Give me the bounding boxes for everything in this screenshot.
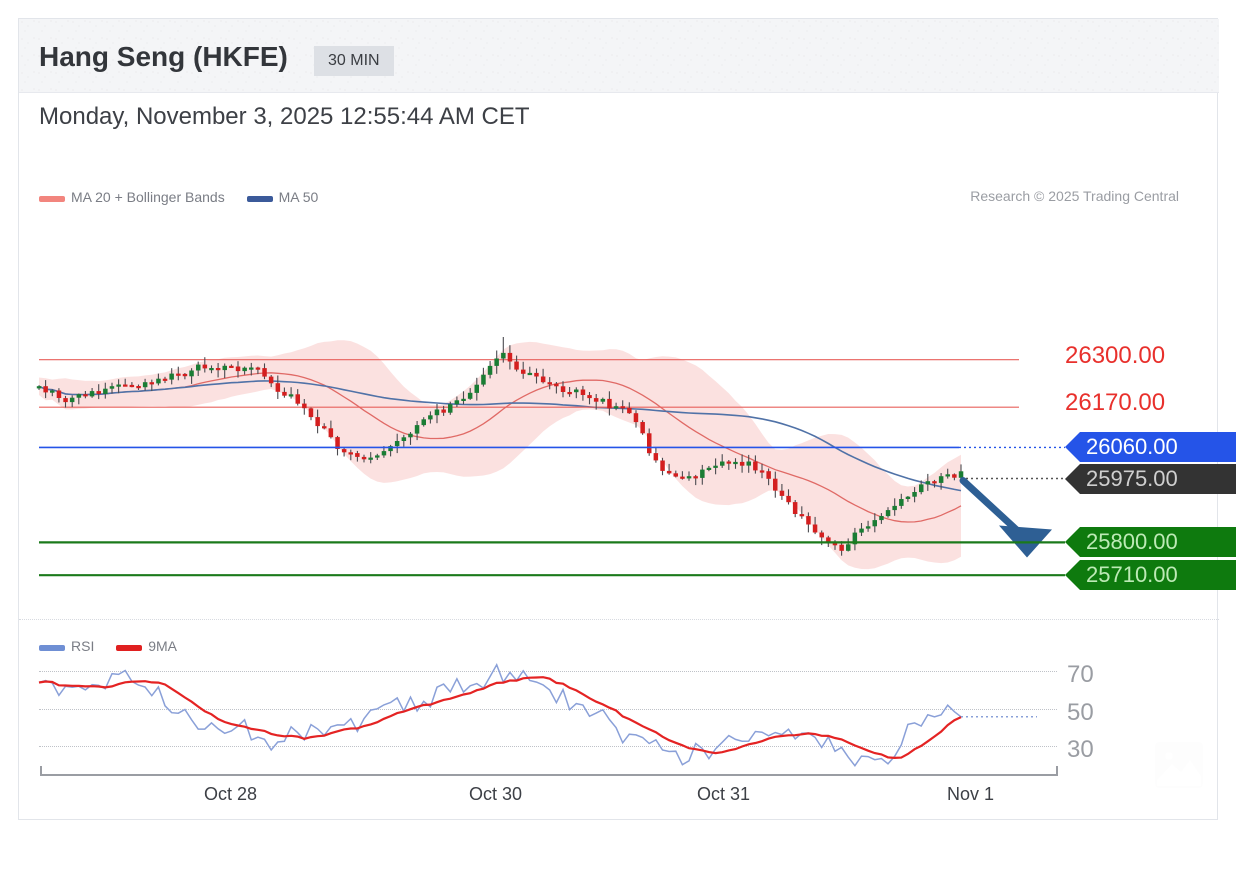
svg-text:26060.00: 26060.00: [1086, 434, 1178, 459]
svg-text:25800.00: 25800.00: [1086, 529, 1178, 554]
svg-text:25975.00: 25975.00: [1086, 466, 1178, 491]
svg-text:25710.00: 25710.00: [1086, 562, 1178, 587]
